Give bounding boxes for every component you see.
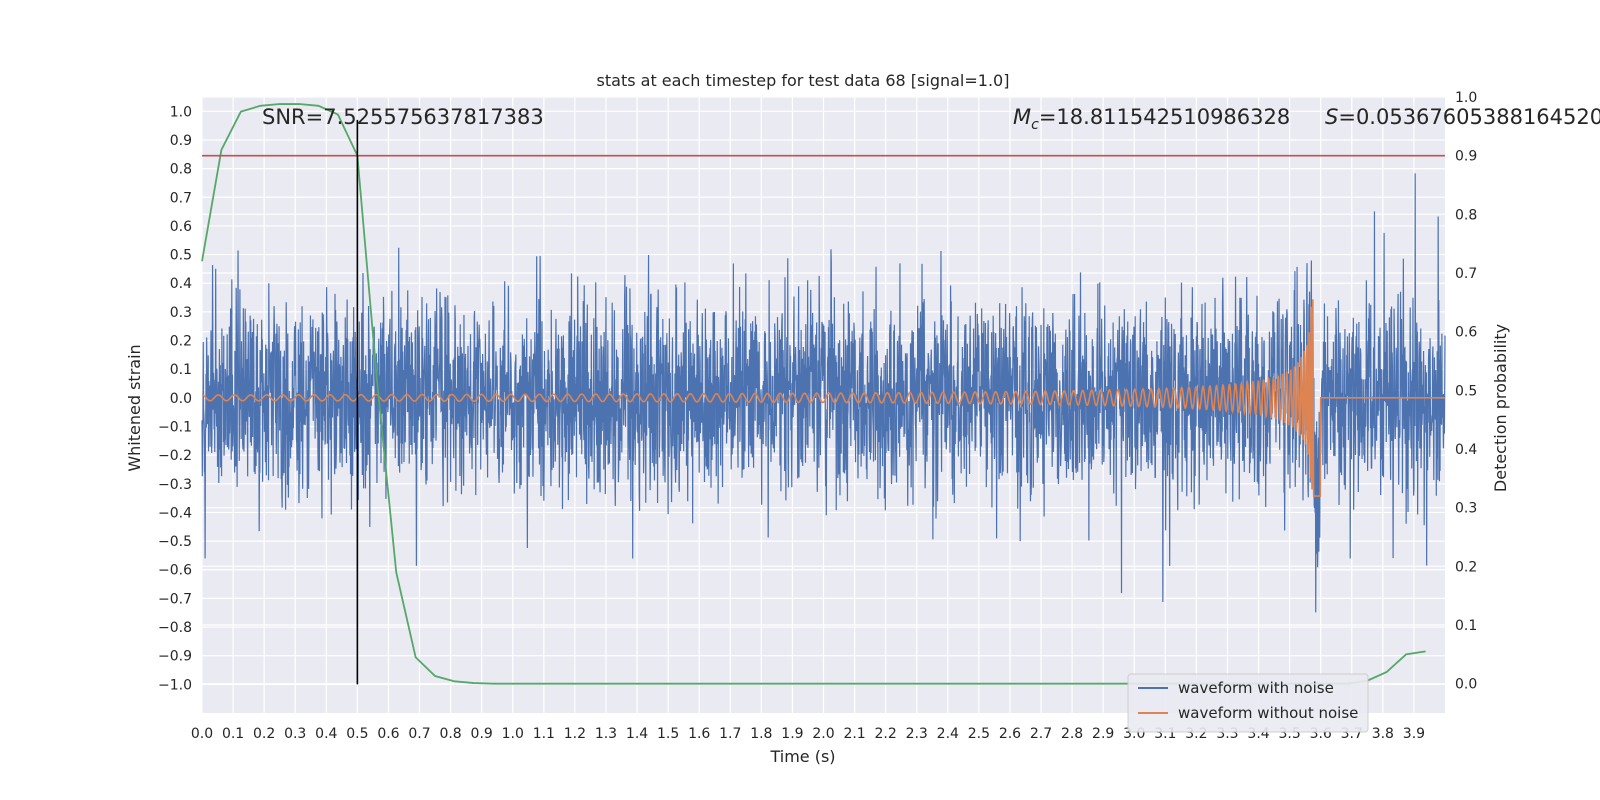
legend-label-noisy: waveform with noise bbox=[1178, 679, 1334, 697]
x-tick-label: 1.3 bbox=[595, 726, 617, 742]
y-tick-label: −0.5 bbox=[158, 534, 192, 550]
x-tick-label: 0.5 bbox=[346, 726, 368, 742]
y-tick-label: 1.0 bbox=[170, 104, 192, 120]
series-waveform-without-noise bbox=[201, 299, 1445, 497]
y-tick-label: 0.7 bbox=[170, 190, 192, 206]
y-tick-label: 0.0 bbox=[170, 391, 192, 407]
x-tick-label: 2.5 bbox=[968, 726, 990, 742]
y-tick-label: −0.8 bbox=[158, 620, 192, 636]
x-tick-label: 1.4 bbox=[626, 726, 648, 742]
y-tick-label: −0.7 bbox=[158, 591, 192, 607]
y2-tick-label: 0.4 bbox=[1455, 442, 1477, 458]
x-tick-label: 2.7 bbox=[1030, 726, 1052, 742]
y2-tick-label: 0.5 bbox=[1455, 383, 1477, 399]
y-tick-label: 0.3 bbox=[170, 305, 192, 321]
y2-tick-label: 0.0 bbox=[1455, 677, 1477, 693]
x-tick-label: 1.8 bbox=[750, 726, 772, 742]
x-tick-label: 1.5 bbox=[657, 726, 679, 742]
x-tick-label: 0.1 bbox=[222, 726, 244, 742]
y-tick-label: −0.1 bbox=[158, 419, 192, 435]
x-tick-label: 2.6 bbox=[999, 726, 1021, 742]
y2-tick-label: 0.6 bbox=[1455, 325, 1477, 341]
y2-tick-label: 0.3 bbox=[1455, 501, 1477, 517]
legend-label-clean: waveform without noise bbox=[1178, 704, 1358, 722]
x-tick-label: 1.0 bbox=[502, 726, 524, 742]
x-tick-label: 1.9 bbox=[781, 726, 803, 742]
y-tick-label: 0.4 bbox=[170, 276, 192, 292]
s-annotation: S=0.05367605388164520 bbox=[1325, 105, 1600, 129]
mc-value: =18.811542510986328 bbox=[1039, 105, 1290, 129]
y-tick-labels: 1.0 0.9 0.8 0.7 0.6 0.5 0.4 0.3 0.2 0.1 0.0 −0.1 −0.… bbox=[158, 104, 192, 693]
y2-tick-label: 0.7 bbox=[1455, 266, 1477, 282]
y2-tick-label: 0.9 bbox=[1455, 149, 1477, 165]
x-tick-label: 1.6 bbox=[688, 726, 710, 742]
y-tick-label: 0.5 bbox=[170, 248, 192, 264]
y2-tick-label: 0.8 bbox=[1455, 207, 1477, 223]
x-tick-label: 1.1 bbox=[533, 726, 555, 742]
legend: waveform with noise waveform without noi… bbox=[1127, 673, 1369, 733]
y-tick-label: −0.4 bbox=[158, 505, 192, 521]
y-tick-label: 0.6 bbox=[170, 219, 192, 235]
mc-annotation: Mc=18.811542510986328 bbox=[1013, 105, 1290, 133]
x-tick-label: 2.4 bbox=[937, 726, 959, 742]
y-tick-label: −0.6 bbox=[158, 563, 192, 579]
x-tick-label: 0.7 bbox=[408, 726, 430, 742]
s-value: =0.05367605388164520 bbox=[1338, 105, 1600, 129]
series-waveform-with-noise bbox=[201, 173, 1446, 613]
x-tick-label: 0.6 bbox=[377, 726, 399, 742]
x-tick-label: 1.2 bbox=[564, 726, 586, 742]
y-tick-label: −0.3 bbox=[158, 477, 192, 493]
mc-symbol: M bbox=[1013, 105, 1031, 129]
x-tick-label: 2.9 bbox=[1092, 726, 1114, 742]
y-tick-label: 0.9 bbox=[170, 133, 192, 149]
y-axis-label: Whitened strain bbox=[125, 344, 144, 471]
chart-title: stats at each timestep for test data 68 … bbox=[597, 71, 1010, 90]
legend-box bbox=[1127, 673, 1369, 733]
x-tick-label: 0.4 bbox=[315, 726, 337, 742]
x-axis-label: Time (s) bbox=[769, 747, 835, 766]
y-tick-label: −1.0 bbox=[158, 677, 192, 693]
y2-tick-label: 1.0 bbox=[1455, 90, 1477, 106]
y2-axis-label: Detection probability bbox=[1491, 324, 1510, 492]
x-tick-label: 0.3 bbox=[284, 726, 306, 742]
x-tick-label: 0.9 bbox=[471, 726, 493, 742]
y-tick-label: 0.2 bbox=[170, 334, 192, 350]
x-tick-label: 0.8 bbox=[439, 726, 461, 742]
x-tick-label: 3.9 bbox=[1403, 726, 1425, 742]
mc-subscript: c bbox=[1031, 117, 1039, 133]
x-tick-label: 1.7 bbox=[719, 726, 741, 742]
x-tick-label: 2.3 bbox=[906, 726, 928, 742]
y2-tick-labels: 1.0 0.9 0.8 0.7 0.6 0.5 0.4 0.3 0.2 0.1 0.0 bbox=[1455, 90, 1477, 693]
x-tick-label: 2.8 bbox=[1061, 726, 1083, 742]
x-tick-label: 2.0 bbox=[812, 726, 834, 742]
y-tick-label: −0.9 bbox=[158, 649, 192, 665]
clean-waveform-line bbox=[201, 299, 1445, 497]
x-tick-label: 2.1 bbox=[843, 726, 865, 742]
y2-tick-label: 0.2 bbox=[1455, 559, 1477, 575]
y-tick-label: 0.1 bbox=[170, 362, 192, 378]
s-symbol: S bbox=[1325, 105, 1338, 129]
x-tick-label: 2.2 bbox=[875, 726, 897, 742]
x-tick-label: 0.0 bbox=[191, 726, 213, 742]
noisy-waveform-line bbox=[201, 173, 1446, 613]
x-tick-label: 3.8 bbox=[1372, 726, 1394, 742]
y-tick-label: 0.8 bbox=[170, 162, 192, 178]
x-tick-label: 0.2 bbox=[253, 726, 275, 742]
snr-annotation: SNR=7.525575637817383 bbox=[262, 105, 544, 129]
y2-tick-label: 0.1 bbox=[1455, 618, 1477, 634]
y-tick-label: −0.2 bbox=[158, 448, 192, 464]
